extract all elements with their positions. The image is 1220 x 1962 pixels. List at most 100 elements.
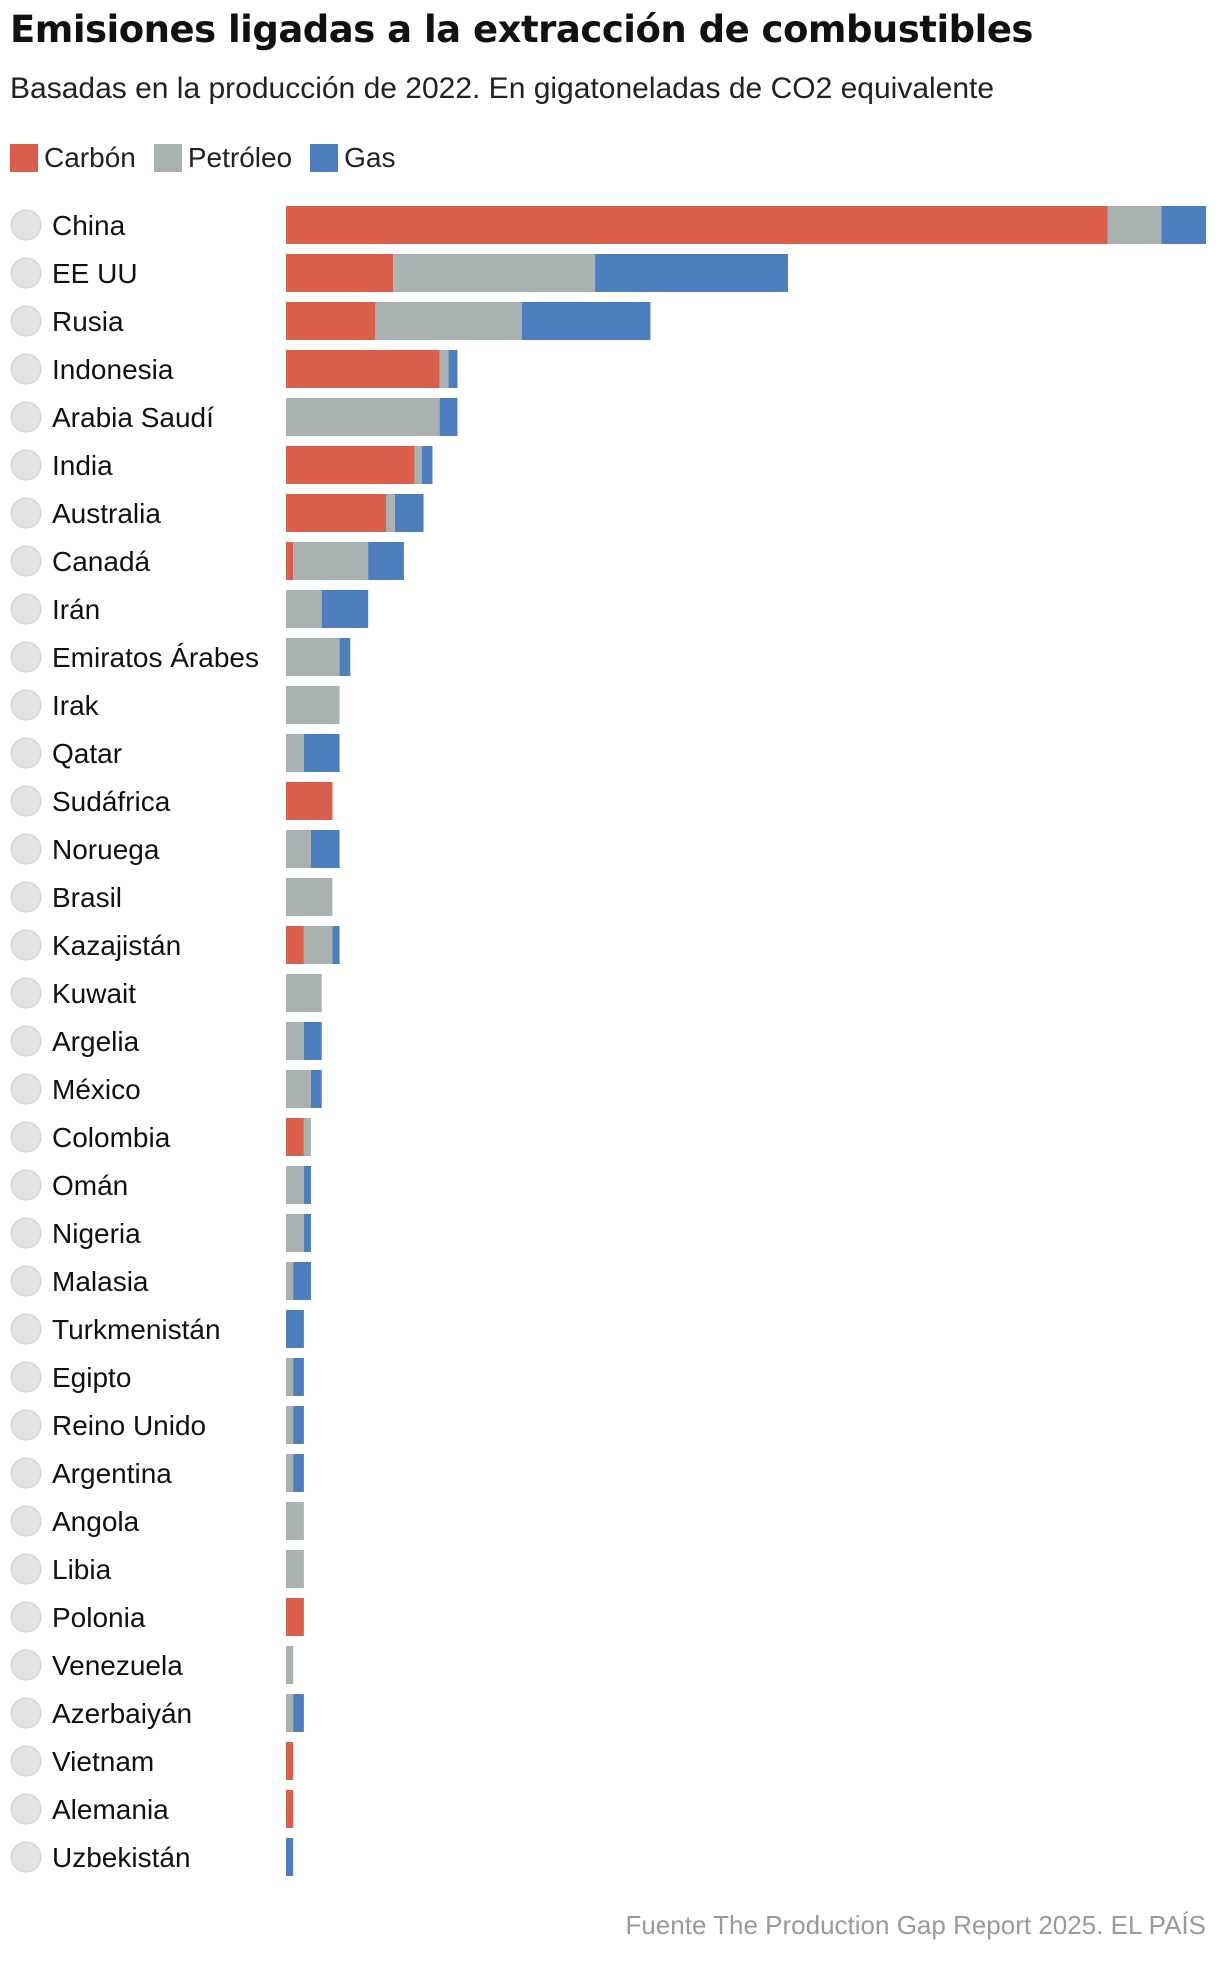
- category-label-turkmenistan: Turkmenistán: [52, 1314, 221, 1345]
- bar-row-malasia: Malasia: [10, 1262, 312, 1300]
- category-label-vietnam: Vietnam: [52, 1746, 154, 1777]
- flag-libia-icon: [10, 1553, 42, 1585]
- bar-canada-carbon: [286, 542, 294, 580]
- flag-arabia-saudi-icon: [10, 401, 42, 433]
- bar-row-libia: Libia: [10, 1550, 304, 1588]
- flag-china-icon: [10, 209, 42, 241]
- bar-sudafrica-carbon: [286, 782, 333, 820]
- bar-kazajistan-gas: [332, 926, 340, 964]
- flag-angola-icon: [10, 1505, 42, 1537]
- bar-rusia-carbon: [286, 302, 376, 340]
- bar-row-colombia: Colombia: [10, 1118, 312, 1156]
- bar-argentina-gas: [293, 1454, 304, 1492]
- bar-irak-petroleo: [286, 686, 340, 724]
- category-label-azerbaiyan: Azerbaiyán: [52, 1698, 192, 1729]
- category-label-mexico: México: [52, 1074, 141, 1105]
- flag-australia-icon: [10, 497, 42, 529]
- bar-reino-unido-petroleo: [286, 1406, 294, 1444]
- bar-row-angola: Angola: [10, 1502, 304, 1540]
- bar-iran-gas: [321, 590, 369, 628]
- flag-oman-icon: [10, 1169, 42, 1201]
- bar-row-alemania: Alemania: [10, 1790, 294, 1828]
- category-label-arabia-saudi: Arabia Saudí: [52, 402, 214, 433]
- bar-row-noruega: Noruega: [10, 830, 340, 868]
- category-label-venezuela: Venezuela: [52, 1650, 183, 1681]
- bar-india-gas: [421, 446, 433, 484]
- legend-label-gas: Gas: [344, 142, 396, 173]
- chart-subtitle: Basadas en la producción de 2022. En gig…: [10, 72, 995, 105]
- bar-row-australia: Australia: [10, 494, 424, 532]
- category-label-iran: Irán: [52, 594, 100, 625]
- bar-row-azerbaiyan: Azerbaiyán: [10, 1694, 304, 1732]
- flag-turkmenistan-icon: [10, 1313, 42, 1345]
- flag-azerbaiyan-icon: [10, 1697, 42, 1729]
- bar-australia-petroleo: [386, 494, 395, 532]
- flag-colombia-icon: [10, 1121, 42, 1153]
- flag-kazajistan-icon: [10, 929, 42, 961]
- bar-row-nigeria: Nigeria: [10, 1214, 312, 1252]
- bar-canada-petroleo: [293, 542, 369, 580]
- bar-row-uzbekistan: Uzbekistán: [10, 1838, 294, 1876]
- flag-noruega-icon: [10, 833, 42, 865]
- flag-brasil-icon: [10, 881, 42, 913]
- bar-azerbaiyan-petroleo: [286, 1694, 294, 1732]
- flag-venezuela-icon: [10, 1649, 42, 1681]
- flag-qatar-icon: [10, 737, 42, 769]
- flag-emiratos-arabes-icon: [10, 641, 42, 673]
- bar-oman-petroleo: [286, 1166, 304, 1204]
- bar-ee-uu-gas: [595, 254, 788, 292]
- category-label-colombia: Colombia: [52, 1122, 171, 1153]
- bar-kuwait-petroleo: [286, 974, 322, 1012]
- category-label-ee-uu: EE UU: [52, 258, 138, 289]
- bar-row-china: China: [10, 206, 1206, 244]
- bar-alemania-carbon: [286, 1790, 294, 1828]
- bar-rusia-gas: [521, 302, 651, 340]
- bar-angola-petroleo: [286, 1502, 304, 1540]
- bar-india-carbon: [286, 446, 415, 484]
- flag-india-icon: [10, 449, 42, 481]
- bar-indonesia-petroleo: [439, 350, 449, 388]
- bar-indonesia-carbon: [286, 350, 440, 388]
- bar-arabia-saudi-petroleo: [286, 398, 440, 436]
- flag-egipto-icon: [10, 1361, 42, 1393]
- bar-emiratos-arabes-petroleo: [286, 638, 340, 676]
- category-label-kuwait: Kuwait: [52, 978, 136, 1009]
- flag-mexico-icon: [10, 1073, 42, 1105]
- bar-brasil-petroleo: [286, 878, 333, 916]
- bar-oman-gas: [303, 1166, 312, 1204]
- bar-libia-petroleo: [286, 1550, 304, 1588]
- bar-row-emiratos-arabes: Emiratos Árabes: [10, 638, 351, 676]
- bar-row-egipto: Egipto: [10, 1358, 304, 1396]
- flag-canada-icon: [10, 545, 42, 577]
- bar-row-canada: Canadá: [10, 542, 404, 580]
- flag-uzbekistan-icon: [10, 1841, 42, 1873]
- category-label-polonia: Polonia: [52, 1602, 146, 1633]
- bar-vietnam-carbon: [286, 1742, 294, 1780]
- bar-row-kuwait: Kuwait: [10, 974, 322, 1012]
- bar-row-india: India: [10, 446, 433, 484]
- bar-noruega-petroleo: [286, 830, 312, 868]
- category-label-egipto: Egipto: [52, 1362, 131, 1393]
- flag-alemania-icon: [10, 1793, 42, 1825]
- bar-row-polonia: Polonia: [10, 1598, 304, 1636]
- bar-row-oman: Omán: [10, 1166, 312, 1204]
- flag-argelia-icon: [10, 1025, 42, 1057]
- bar-row-ee-uu: EE UU: [10, 254, 788, 292]
- category-label-india: India: [52, 450, 113, 481]
- flag-polonia-icon: [10, 1601, 42, 1633]
- flag-rusia-icon: [10, 305, 42, 337]
- bar-china-petroleo: [1107, 206, 1162, 244]
- bar-mexico-gas: [311, 1070, 322, 1108]
- bar-noruega-gas: [311, 830, 340, 868]
- bar-argelia-gas: [303, 1022, 322, 1060]
- bar-malasia-petroleo: [286, 1262, 294, 1300]
- category-label-canada: Canadá: [52, 546, 151, 577]
- bar-polonia-carbon: [286, 1598, 304, 1636]
- category-label-irak: Irak: [52, 690, 100, 721]
- bar-mexico-petroleo: [286, 1070, 312, 1108]
- category-label-australia: Australia: [52, 498, 161, 529]
- bar-uzbekistan-gas: [286, 1838, 294, 1876]
- flag-iran-icon: [10, 593, 42, 625]
- flag-vietnam-icon: [10, 1745, 42, 1777]
- bar-row-arabia-saudi: Arabia Saudí: [10, 398, 458, 436]
